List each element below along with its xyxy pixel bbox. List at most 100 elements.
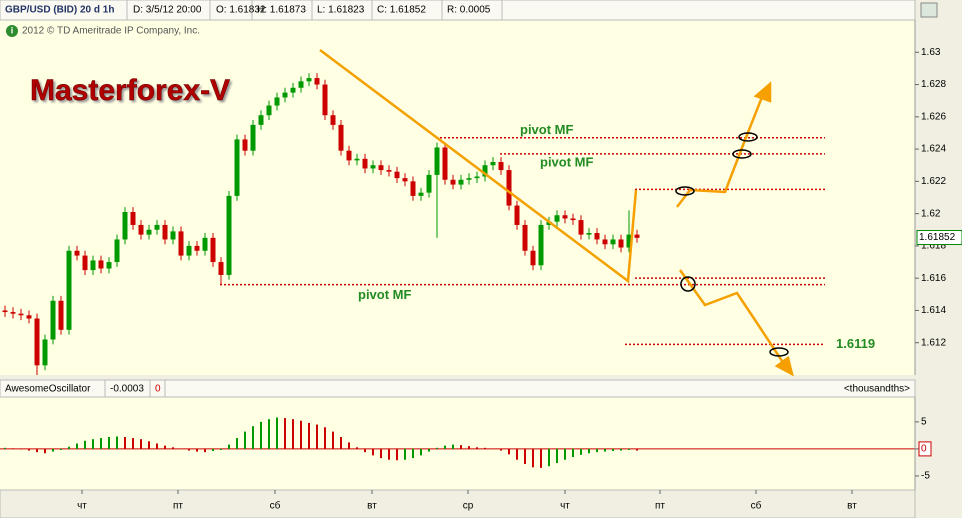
oscillator-bar	[332, 431, 334, 449]
marker-ellipse	[680, 276, 696, 292]
candle-body	[538, 224, 544, 266]
settings-button[interactable]	[920, 2, 938, 18]
markers	[675, 132, 789, 357]
x-tick-label: чт	[560, 501, 570, 512]
oscillator-bar	[420, 448, 422, 456]
oscillator-bar	[452, 444, 454, 449]
oscillator-bar	[188, 448, 190, 451]
pivot-label: pivot MF	[540, 154, 593, 169]
y-tick-label: 1.624	[921, 144, 946, 155]
x-tick-label: пт	[173, 501, 183, 512]
header-info: O: 1.61832	[216, 5, 266, 16]
oscillator-bar	[100, 438, 102, 449]
y-tick-label: 0	[921, 444, 927, 455]
candle-body	[146, 229, 152, 235]
candle-body	[10, 312, 16, 314]
oscillator-bar	[532, 448, 534, 468]
candle-body	[498, 162, 504, 171]
candle-body	[90, 260, 96, 271]
candle-body	[98, 260, 104, 269]
candle-body	[282, 92, 288, 98]
oscillator-bar	[52, 448, 54, 452]
oscillator-bar	[244, 431, 246, 449]
oscillator-bar	[140, 439, 142, 449]
y-tick-label: 1.612	[921, 337, 946, 348]
candle-body	[530, 250, 536, 266]
oscillator-bar	[620, 448, 622, 451]
x-tick-label: пт	[655, 501, 665, 512]
candle-body	[586, 233, 592, 235]
candle-body	[346, 150, 352, 161]
candle-body	[426, 174, 432, 193]
oscillator-bar	[116, 436, 118, 449]
marker-ellipse	[675, 186, 695, 196]
oscillator-bar	[212, 448, 214, 452]
candle-body	[322, 84, 328, 116]
header-bar	[0, 0, 916, 21]
oscillator-bar	[540, 448, 542, 468]
candle-body	[106, 262, 112, 269]
oscillator-bar	[580, 448, 582, 455]
candle-body	[394, 171, 400, 179]
oscillator-bar	[308, 422, 310, 449]
header-info: R: 0.0005	[447, 5, 491, 16]
x-tick-label: сб	[751, 500, 762, 512]
candle-body	[482, 165, 488, 177]
oscillator-bar	[572, 448, 574, 458]
arrow-head	[753, 81, 772, 103]
oscillator-bar	[556, 448, 558, 463]
candle-body	[130, 212, 136, 225]
candle-body	[234, 139, 240, 196]
candle-body	[314, 78, 320, 85]
oscillator-bar	[412, 448, 414, 459]
candle-body	[250, 124, 256, 151]
oscillator-bar	[260, 421, 262, 449]
oscillator-bar	[204, 448, 206, 453]
y-tick-label: 1.626	[921, 111, 946, 122]
candle-body	[466, 178, 472, 180]
candle-body	[226, 195, 232, 275]
x-tick-label: вт	[847, 501, 857, 512]
oscillator-bar	[36, 448, 38, 453]
oscillator-bar	[348, 442, 350, 449]
candle-body	[178, 231, 184, 256]
oscillator-bar	[228, 444, 230, 449]
candle-body	[602, 239, 608, 245]
candle-body	[378, 165, 384, 171]
header-info: D: 3/5/12 20:00	[133, 5, 202, 16]
oscillator-bar	[148, 441, 150, 449]
candle-body	[34, 318, 40, 366]
candle-body	[66, 250, 72, 330]
oscillator-bar	[564, 448, 566, 460]
last-price-box	[916, 230, 962, 246]
oscillator-bar	[460, 445, 462, 449]
oscillator-bar	[468, 446, 470, 449]
oscillator-bar	[300, 420, 302, 449]
candle-body	[450, 179, 456, 185]
candle-body	[442, 147, 448, 180]
oscillator-bar	[44, 448, 46, 454]
last-price-label: 1.61852	[919, 232, 956, 243]
marker-ellipse	[732, 149, 752, 159]
info-icon[interactable]	[6, 25, 18, 37]
oscillator-bar	[604, 448, 606, 452]
oscillator-bar	[356, 447, 358, 449]
candle-body	[50, 300, 56, 340]
candle-body	[514, 205, 520, 225]
x-tick-label: ср	[463, 501, 474, 512]
trend-line	[319, 49, 638, 284]
candle-body	[522, 224, 528, 251]
candle-body	[194, 245, 200, 251]
marker-ellipse	[738, 132, 758, 142]
symbol-title: GBP/USD (BID) 20 d 1h	[5, 5, 114, 16]
oscillator-bar	[292, 419, 294, 449]
candle-body	[610, 239, 616, 245]
price-panel	[0, 20, 915, 375]
oscillator-bar	[476, 447, 478, 449]
candle-body	[562, 215, 568, 219]
oscillator-last-value: -0.0003	[110, 384, 144, 395]
oscillator-panel	[0, 397, 915, 490]
oscillator-bar	[20, 448, 22, 450]
